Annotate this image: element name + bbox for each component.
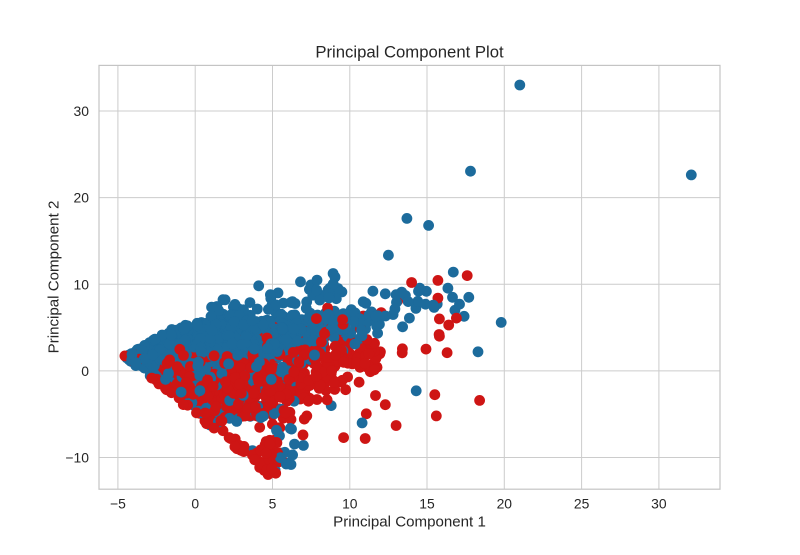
svg-text:0: 0 bbox=[81, 363, 89, 379]
svg-text:15: 15 bbox=[419, 496, 435, 512]
svg-text:0: 0 bbox=[191, 496, 199, 512]
svg-text:20: 20 bbox=[497, 496, 513, 512]
svg-text:25: 25 bbox=[574, 496, 590, 512]
svg-text:Principal Component 2: Principal Component 2 bbox=[46, 201, 63, 354]
svg-text:30: 30 bbox=[651, 496, 667, 512]
svg-text:5: 5 bbox=[269, 496, 277, 512]
svg-text:10: 10 bbox=[74, 276, 90, 292]
svg-text:20: 20 bbox=[74, 190, 90, 206]
svg-text:−10: −10 bbox=[65, 450, 89, 466]
svg-text:−5: −5 bbox=[110, 496, 126, 512]
svg-text:Principal Component Plot: Principal Component Plot bbox=[315, 43, 504, 62]
svg-text:10: 10 bbox=[342, 496, 358, 512]
svg-text:30: 30 bbox=[74, 103, 90, 119]
svg-text:Principal Component 1: Principal Component 1 bbox=[333, 514, 486, 531]
